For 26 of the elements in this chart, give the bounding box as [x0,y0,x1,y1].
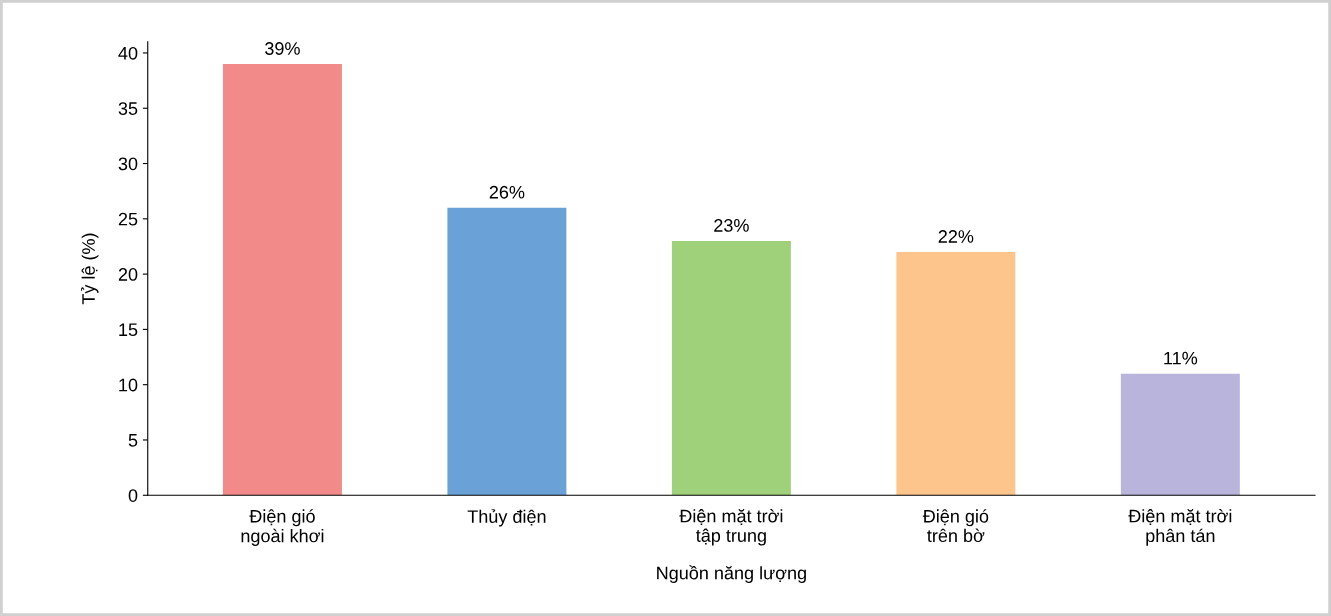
y-tick-label: 5 [128,434,138,447]
bar [447,207,567,496]
data-label: 39% [265,42,300,55]
data-label: 22% [938,230,974,243]
y-tick-label: 15 [119,323,138,337]
y-tick-label: 0 [128,489,138,502]
data-label: 11% [1164,351,1198,365]
y-tick-label: 20 [118,268,138,281]
data-label: 23% [714,219,749,232]
x-axis-title: Nguồn năng lượng [657,565,806,583]
bar [671,240,791,496]
y-tick-label: 40 [118,46,138,60]
bar [896,251,1016,496]
bar [1120,373,1240,496]
y-axis-title: Tỷ lệ (%) [81,233,99,305]
y-tick-label: 30 [118,157,138,171]
x-tick-label: Điện gió trên bờ [922,509,989,543]
x-tick-label: Điện mặt trời phân tán [1128,508,1232,546]
data-label: 26% [489,185,525,199]
x-tick-label: Điện mặt trời tập trung [679,508,783,546]
y-tick-label: 25 [118,212,138,226]
y-tick-label: 10 [119,378,138,392]
x-tick-label: Thủy điện [467,509,546,527]
x-tick-label: Điện gió ngoài khơi [241,509,324,546]
bar [222,64,342,496]
y-tick-label: 35 [118,102,138,115]
